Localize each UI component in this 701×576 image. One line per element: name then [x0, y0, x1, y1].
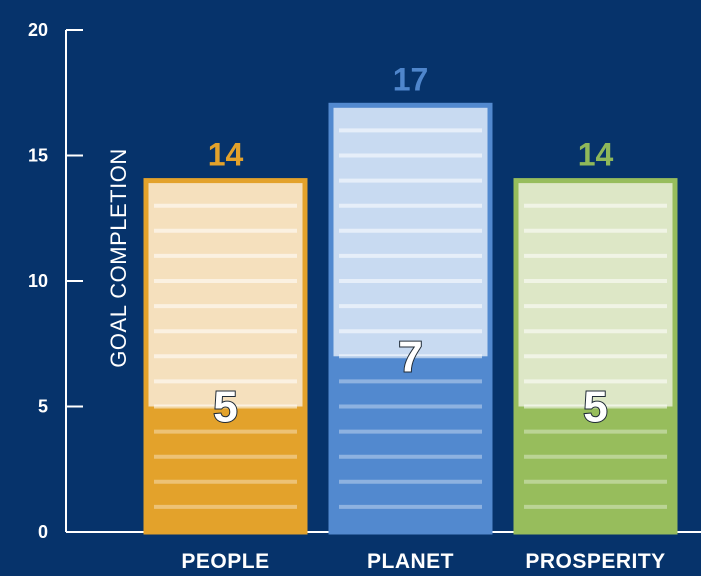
completed-label-people: 5 — [213, 383, 237, 432]
category-label-prosperity: PROSPERITY — [525, 550, 665, 573]
total-label-planet: 17 — [393, 61, 429, 97]
bar-completed-planet — [331, 356, 490, 532]
y-tick-label: 10 — [28, 271, 48, 291]
category-label-planet: PLANET — [367, 550, 454, 573]
bar-completed-prosperity — [516, 406, 675, 532]
total-label-people: 14 — [208, 137, 244, 173]
y-tick-label: 0 — [38, 522, 48, 542]
completed-label-prosperity: 5 — [583, 383, 607, 432]
y-axis-title: GOAL COMPLETION — [106, 148, 131, 367]
category-label-people: PEOPLE — [181, 550, 269, 573]
total-label-prosperity: 14 — [578, 137, 614, 173]
bar-completed-people — [146, 406, 305, 532]
y-tick-label: 15 — [28, 146, 48, 166]
labels: 14 5 PEOPLE 17 7 PLANET 14 5 PROSPERITY — [181, 61, 665, 573]
y-tick-label: 5 — [38, 397, 48, 417]
y-tick-label: 20 — [28, 20, 48, 40]
completed-label-planet: 7 — [398, 332, 422, 381]
bars — [143, 102, 678, 535]
